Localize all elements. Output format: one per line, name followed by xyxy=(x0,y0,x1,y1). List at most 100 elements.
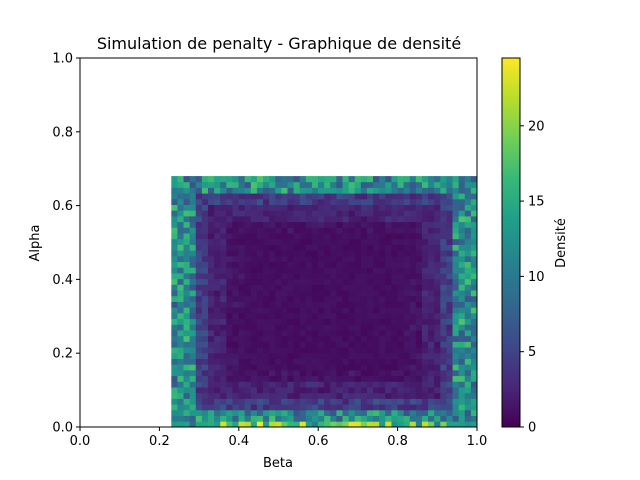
heatmap-cell xyxy=(281,358,288,365)
heatmap-cell xyxy=(391,227,398,234)
heatmap-cell xyxy=(421,318,429,325)
heatmap-cell xyxy=(177,409,184,416)
heatmap-cell xyxy=(348,284,356,291)
heatmap-cell xyxy=(201,324,209,331)
heatmap-cell xyxy=(287,176,294,183)
heatmap-cell xyxy=(171,409,178,416)
heatmap-cell xyxy=(256,284,264,291)
heatmap-cell xyxy=(336,307,343,314)
heatmap-cell xyxy=(287,198,294,205)
heatmap-cell xyxy=(464,187,472,194)
heatmap-cell xyxy=(415,421,423,428)
heatmap-cell xyxy=(275,352,282,359)
heatmap-cell xyxy=(324,227,331,234)
heatmap-cell xyxy=(183,324,191,331)
heatmap-cell xyxy=(207,381,215,388)
heatmap-cell xyxy=(336,375,343,382)
heatmap-cell xyxy=(287,227,294,234)
heatmap-cell xyxy=(311,181,319,188)
heatmap-cell xyxy=(226,312,233,320)
heatmap-cell xyxy=(403,409,411,416)
heatmap-cell xyxy=(189,364,197,371)
heatmap-cell xyxy=(330,204,337,211)
heatmap-cell xyxy=(318,238,325,245)
heatmap-cell xyxy=(171,193,178,200)
heatmap-cell xyxy=(305,398,313,405)
heatmap-cell xyxy=(330,387,337,394)
heatmap-cell xyxy=(195,267,203,274)
heatmap-cell xyxy=(171,421,178,428)
heatmap-cell xyxy=(189,324,197,331)
heatmap-cell xyxy=(403,267,411,274)
heatmap-cell xyxy=(342,409,350,416)
heatmap-cell xyxy=(446,198,453,205)
heatmap-cell xyxy=(415,381,423,388)
heatmap-cell xyxy=(269,358,276,365)
heatmap-cell xyxy=(464,255,472,263)
heatmap-cell xyxy=(360,255,368,263)
heatmap-cell xyxy=(415,284,423,291)
heatmap-cell xyxy=(452,233,460,240)
heatmap-cell xyxy=(318,176,325,183)
heatmap-cell xyxy=(391,278,398,285)
heatmap-cell xyxy=(311,404,319,411)
heatmap-cell xyxy=(324,176,331,183)
heatmap-cell xyxy=(232,352,239,359)
heatmap-cell xyxy=(409,421,417,428)
heatmap-cell xyxy=(434,358,441,365)
heatmap-cell xyxy=(189,267,197,274)
heatmap-cell xyxy=(336,404,343,411)
heatmap-cell xyxy=(397,347,405,354)
heatmap-cell xyxy=(232,193,239,200)
heatmap-cell xyxy=(434,295,441,302)
heatmap-cell xyxy=(250,392,258,399)
heatmap-cell xyxy=(226,284,233,291)
heatmap-cell xyxy=(281,409,288,416)
heatmap-cell xyxy=(207,387,215,394)
heatmap-cell xyxy=(263,198,270,205)
heatmap-cell xyxy=(238,278,246,285)
x-tick-label: 0.0 xyxy=(70,434,91,449)
heatmap-cell xyxy=(207,415,215,422)
heatmap-cell xyxy=(330,341,337,348)
heatmap-cell xyxy=(324,341,331,348)
heatmap-cell xyxy=(250,250,258,257)
heatmap-cell xyxy=(177,267,184,274)
colorbar-tick-label: 15 xyxy=(528,195,545,210)
heatmap-cell xyxy=(464,307,472,314)
heatmap-cell xyxy=(263,324,270,331)
heatmap-cell xyxy=(299,233,307,240)
heatmap-cell xyxy=(440,267,447,274)
heatmap-cell xyxy=(330,187,337,194)
heatmap-cell xyxy=(299,324,307,331)
heatmap-cell xyxy=(470,210,478,217)
heatmap-cell xyxy=(360,233,368,240)
heatmap-cell xyxy=(360,273,368,280)
heatmap-cell xyxy=(293,284,301,291)
heatmap-cell xyxy=(354,330,362,337)
heatmap-cell xyxy=(446,210,453,217)
heatmap-cell xyxy=(177,238,184,245)
heatmap-cell xyxy=(446,227,453,234)
y-tick-label: 0.8 xyxy=(52,125,73,140)
heatmap-cell xyxy=(305,284,313,291)
heatmap-cell xyxy=(220,233,227,240)
heatmap-cell xyxy=(360,387,368,394)
heatmap-cell xyxy=(452,358,460,365)
heatmap-cell xyxy=(421,290,429,297)
heatmap-cell xyxy=(415,369,423,377)
heatmap-cell xyxy=(201,381,209,388)
heatmap-cell xyxy=(195,233,203,240)
heatmap-cell xyxy=(195,409,203,416)
heatmap-cell xyxy=(201,364,209,371)
heatmap-cell xyxy=(348,312,356,320)
heatmap-cell xyxy=(244,284,252,291)
heatmap-cell xyxy=(238,398,246,405)
heatmap-cell xyxy=(464,364,472,371)
heatmap-cell xyxy=(207,312,215,320)
heatmap-cell xyxy=(263,250,270,257)
heatmap-cell xyxy=(434,387,441,394)
heatmap-cell xyxy=(379,261,386,268)
heatmap-cell xyxy=(434,312,441,320)
heatmap-cell xyxy=(403,404,411,411)
